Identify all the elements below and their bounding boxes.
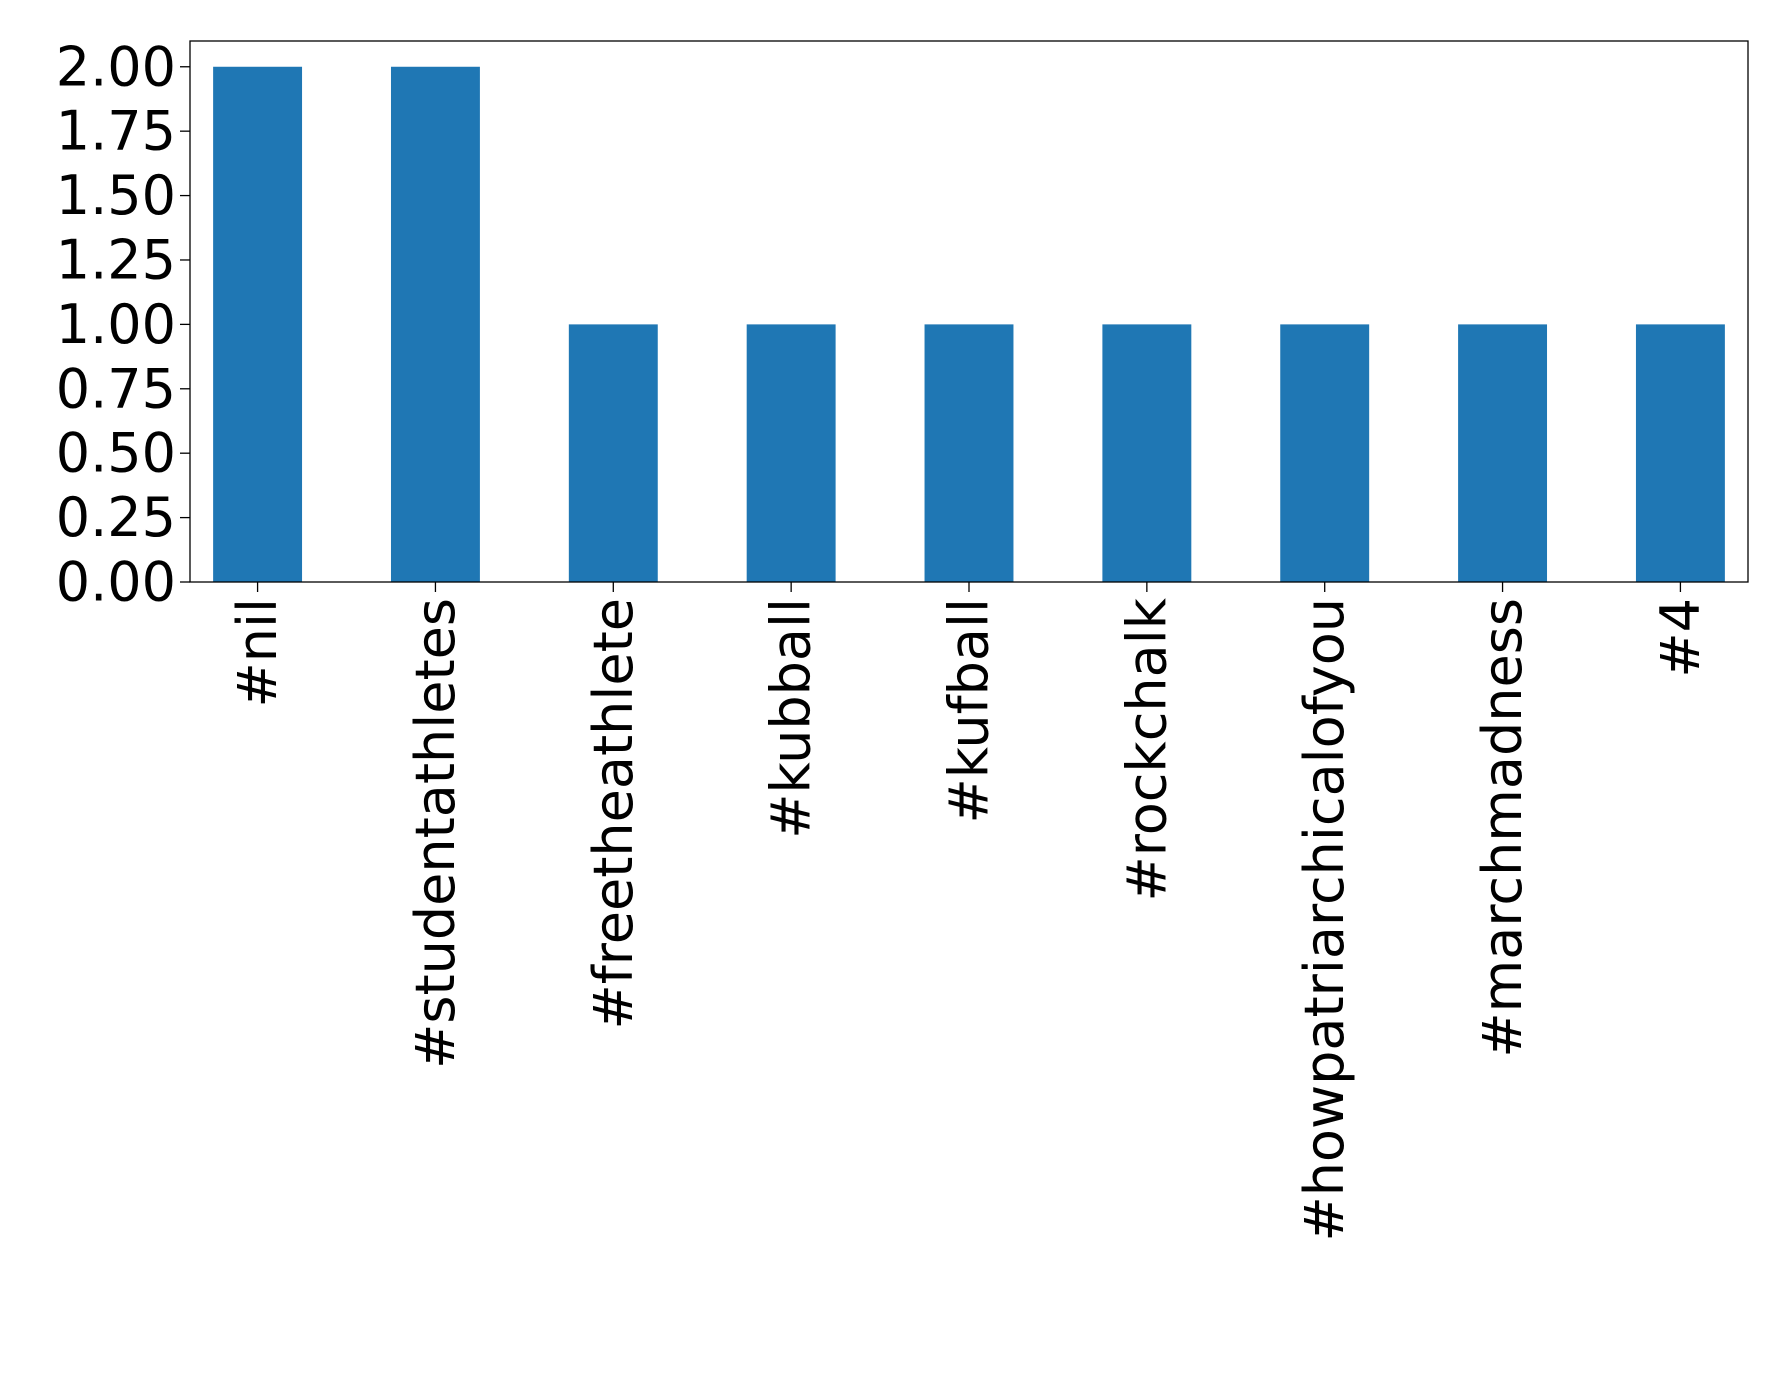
y-tick-label: 2.00 (56, 35, 176, 98)
bar-8 (1458, 324, 1548, 582)
x-tick-label: #rockchalk (1115, 597, 1178, 901)
bar-2 (390, 66, 480, 582)
bar-6 (1102, 324, 1192, 582)
y-tick-label: 0.25 (56, 486, 176, 549)
y-tick-label: 0.75 (56, 357, 176, 420)
bar-9 (1635, 324, 1725, 582)
x-tick-label: #kufball (938, 598, 1001, 823)
x-tick-label: #nil (226, 598, 289, 707)
bar-3 (568, 324, 658, 582)
y-tick-label: 1.50 (56, 164, 176, 227)
bar-7 (1280, 324, 1370, 582)
y-tick-label: 1.25 (56, 228, 176, 291)
x-tick-label: #4 (1649, 598, 1712, 678)
x-tick-label: #kubball (760, 598, 823, 839)
x-tick-label: #freetheathlete (582, 598, 645, 1029)
y-tick-label: 0.50 (56, 422, 176, 485)
bar-1 (213, 66, 303, 582)
x-tick-label: #marchmadness (1471, 598, 1534, 1058)
bars-layer (213, 66, 1725, 582)
x-axis: #nil #studentathletes #freetheathlete #kubb… (226, 582, 1712, 1242)
bar-5 (924, 324, 1014, 582)
y-tick-label: 0.00 (56, 551, 176, 614)
y-tick-label: 1.75 (56, 100, 176, 163)
x-tick-label: #howpatriarchicalofyou (1293, 598, 1356, 1242)
bar-4 (746, 324, 836, 582)
x-tick-label: #studentathletes (404, 598, 467, 1069)
y-axis: 0.000.250.500.751.001.251.501.752.00 (56, 35, 190, 614)
y-tick-label: 1.00 (56, 293, 176, 356)
